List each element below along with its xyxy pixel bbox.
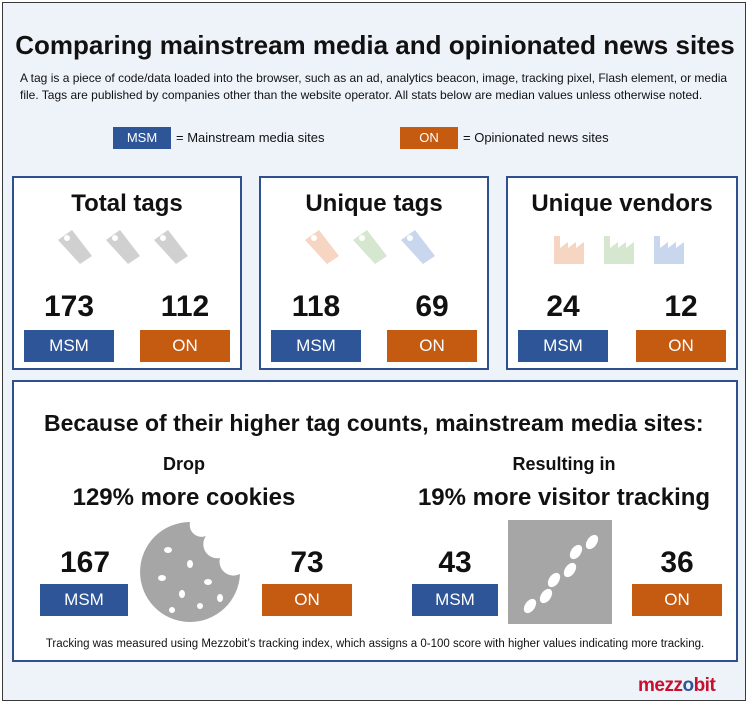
factory-icon <box>554 236 584 264</box>
factory-icon <box>604 236 634 264</box>
cookie-icon <box>140 522 240 622</box>
tracking-badge-on: ON <box>632 584 722 616</box>
legend-msm-text: = Mainstream media sites <box>176 130 325 145</box>
tag-icon <box>401 230 435 264</box>
badge-msm: MSM <box>518 330 608 362</box>
value-msm: 24 <box>546 290 580 323</box>
cookies-label: Drop <box>163 454 205 474</box>
value-on: 69 <box>415 290 449 323</box>
panel-total-tags: Total tags 173 112 MSM ON <box>12 176 242 370</box>
cookies-value-msm: 167 <box>59 546 111 579</box>
panel-cookies-tracking: Because of their higher tag counts, main… <box>12 380 738 662</box>
tracking-label: Resulting in <box>512 454 616 474</box>
badge-on: ON <box>387 330 477 362</box>
tag-icons <box>305 230 435 264</box>
legend-msm-badge: MSM <box>113 127 171 149</box>
panel-unique-tags: Unique tags 118 69 MSM ON <box>259 176 489 370</box>
cookies-value-on: 73 <box>290 546 324 579</box>
page-title: Comparing mainstream media and opinionat… <box>15 30 735 60</box>
tracking-percent: 19% more visitor tracking <box>417 484 711 511</box>
value-on: 112 <box>160 290 210 323</box>
panel-title-unique-tags: Unique tags <box>305 190 443 217</box>
panel-title-total-tags: Total tags <box>71 190 183 217</box>
cookies-badge-msm: MSM <box>40 584 128 616</box>
badge-on: ON <box>140 330 230 362</box>
bottom-heading: Because of their higher tag counts, main… <box>44 410 704 436</box>
legend-on-badge: ON <box>400 127 458 149</box>
tag-icons <box>58 230 188 264</box>
factory-icon <box>654 236 684 264</box>
value-msm: 118 <box>291 290 341 323</box>
tag-icon <box>106 230 140 264</box>
panel-unique-vendors: Unique vendors 24 12 MSM ON <box>506 176 738 370</box>
tracking-badge-msm: MSM <box>412 584 498 616</box>
tag-icon <box>305 230 339 264</box>
footnote: Tracking was measured using Mezzobit’s t… <box>45 638 705 650</box>
cookies-percent: 129% more cookies <box>72 484 296 511</box>
value-on: 12 <box>664 290 698 323</box>
mezzobit-logo: mezzobit <box>638 675 716 696</box>
legend-on-text: = Opinionated news sites <box>463 130 609 145</box>
tracking-value-on: 36 <box>660 546 694 579</box>
page-subtitle: A tag is a piece of code/data loaded int… <box>20 71 728 102</box>
tag-icon <box>353 230 387 264</box>
value-msm: 173 <box>43 290 95 323</box>
badge-msm: MSM <box>24 330 114 362</box>
cookies-badge-on: ON <box>262 584 352 616</box>
badge-on: ON <box>636 330 726 362</box>
tag-icon <box>154 230 188 264</box>
tag-icon <box>58 230 92 264</box>
tracking-value-msm: 43 <box>438 546 472 579</box>
factory-icons <box>554 236 684 264</box>
badge-msm: MSM <box>271 330 361 362</box>
footprints-icon <box>508 520 612 624</box>
panel-title-unique-vendors: Unique vendors <box>531 190 713 217</box>
